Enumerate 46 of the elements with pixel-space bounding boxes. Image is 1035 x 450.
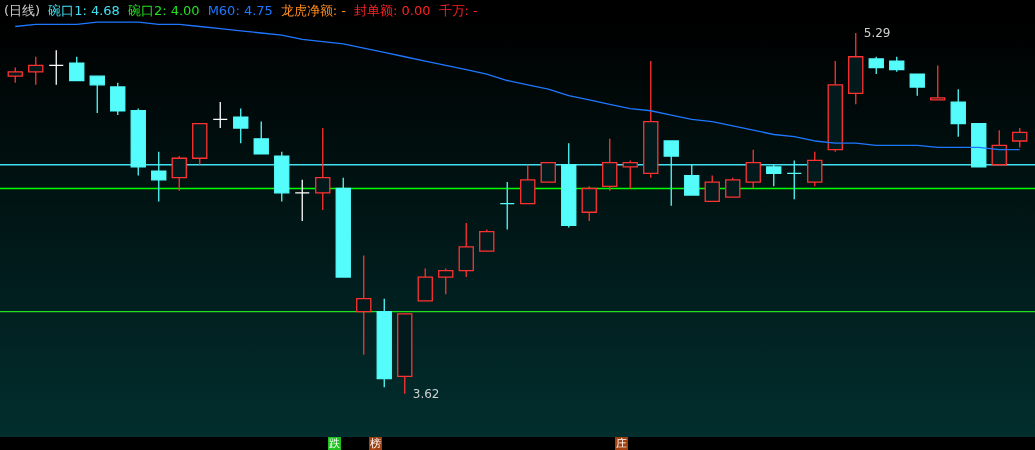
candlestick xyxy=(725,177,741,198)
candlestick xyxy=(950,88,966,138)
candlestick xyxy=(684,164,700,196)
text: 跌 xyxy=(328,437,341,450)
annotation: 3.62 xyxy=(412,386,440,401)
candlestick xyxy=(909,73,925,97)
candlestick xyxy=(520,164,536,205)
candlestick xyxy=(294,179,310,222)
candlestick xyxy=(458,222,474,278)
ref-line-label: 碗口2: 4.00 xyxy=(127,3,200,18)
ref-line-label: 碗口1: 4.68 xyxy=(48,3,120,18)
candlestick xyxy=(171,155,187,192)
candlestick xyxy=(151,151,167,203)
candlestick xyxy=(479,228,495,252)
candlestick xyxy=(930,64,946,101)
candlestick xyxy=(417,267,433,302)
text: 封单额: 0.00 xyxy=(354,3,431,18)
candlestick xyxy=(48,49,64,86)
candlestick xyxy=(745,148,761,190)
candlestick xyxy=(622,159,638,190)
annotation: 5.29 xyxy=(863,25,891,40)
candlestick xyxy=(28,56,44,86)
candlestick xyxy=(704,174,720,203)
candlestick xyxy=(807,151,823,187)
series-label: M60: 4.75 xyxy=(207,3,273,18)
candlestick xyxy=(315,127,331,211)
candlestick xyxy=(766,164,782,187)
chart-title: (日线) xyxy=(4,3,41,18)
text: 庄 xyxy=(615,437,628,450)
text: 龙虎净额: - xyxy=(280,3,347,18)
candlestick xyxy=(581,185,597,222)
candlestick xyxy=(1012,127,1028,149)
candlestick xyxy=(499,181,515,231)
candlestick xyxy=(110,82,126,116)
candlestick xyxy=(786,159,802,200)
candlestick xyxy=(540,161,556,183)
candlestick xyxy=(438,267,454,295)
candlestick xyxy=(212,101,228,129)
candlestick xyxy=(233,107,249,144)
candlestick xyxy=(69,56,85,82)
candlestick xyxy=(356,254,372,356)
candlestick xyxy=(663,140,679,207)
candlestick xyxy=(602,138,618,192)
text: 榜 xyxy=(369,437,382,450)
candlestick xyxy=(253,120,269,155)
text: 千万: - xyxy=(438,3,478,18)
